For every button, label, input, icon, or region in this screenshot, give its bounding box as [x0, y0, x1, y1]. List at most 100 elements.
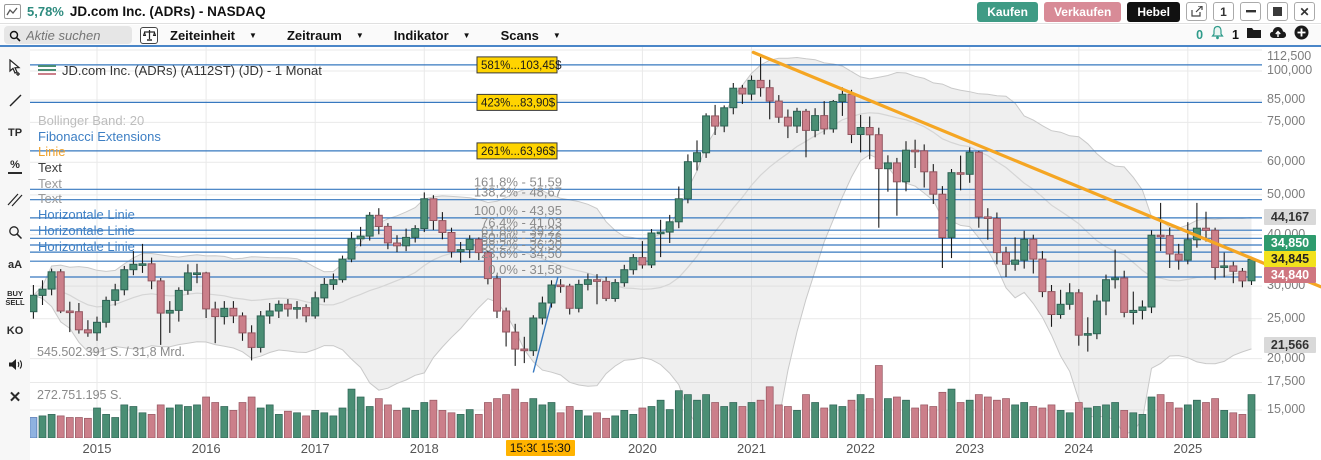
svg-text:261%...63,96$: 261%...63,96$ — [481, 146, 556, 158]
year-label: 2023 — [955, 441, 985, 456]
percent-tool[interactable]: % — [4, 156, 26, 176]
legend-item[interactable]: Bollinger Band: 20 — [38, 113, 145, 128]
menu-zeitraum[interactable]: Zeitraum ▼ — [286, 27, 364, 43]
price-axis[interactable]: 112,500 100,000 85,000 75,000 60,000 50,000 40… — [1262, 47, 1321, 438]
svg-text:423%...83,90$: 423%...83,90$ — [481, 97, 556, 109]
chart-area: 161,8% - 51,59 138,2% - 48,67 100,0% - 43,… — [30, 47, 1321, 460]
price-tick: 25,000 — [1267, 310, 1306, 325]
year-label: 2018 — [409, 441, 439, 456]
maximize-icon[interactable] — [1267, 2, 1288, 21]
candlestick-icon — [38, 65, 56, 75]
svg-text:61,8% - 39,22: 61,8% - 39,22 — [481, 223, 562, 238]
legend-item[interactable]: Horizontale Linie — [38, 207, 135, 223]
price-tag: 44,167 — [1264, 209, 1316, 226]
year-label: 2016 — [191, 441, 221, 456]
year-label: 2015 — [82, 441, 112, 456]
cloud-upload-icon[interactable] — [1269, 26, 1287, 44]
tab-count-button[interactable]: 1 — [1213, 2, 1234, 21]
trendline-tool-icon[interactable] — [4, 90, 26, 110]
svg-text:581%...103,45$: 581%...103,45$ — [481, 60, 562, 72]
price-tag: 34,850 — [1264, 235, 1316, 252]
legend-item[interactable]: Text — [38, 175, 62, 191]
compare-scale-icon[interactable] — [140, 26, 158, 44]
window-titlebar: 5,78% JD.com Inc. (ADRs) - NASDAQ Kaufen… — [0, 0, 1321, 24]
svg-text:38,2% - 36,30: 38,2% - 36,30 — [481, 237, 562, 252]
chevron-down-icon: ▼ — [249, 30, 257, 40]
chevron-down-icon: ▼ — [355, 30, 364, 40]
parallel-lines-tool-icon[interactable] — [4, 189, 26, 209]
chevron-down-icon: ▼ — [552, 30, 561, 40]
change-percent: 5,78% — [27, 4, 64, 19]
chart-legend: JD.com Inc. (ADRs) (A112ST) (JD) - 1 Mon… — [38, 62, 322, 254]
time-axis[interactable]: 2015 2016 2017 2018 2020 2021 2022 2023 2024 2025… — [30, 438, 1321, 460]
time-annotation-label: 15:30 — [505, 440, 544, 456]
svg-text:0,0% - 31,58: 0,0% - 31,58 — [488, 262, 562, 277]
legend-item[interactable]: Horizontale Linie — [38, 238, 135, 254]
year-label: 2024 — [1064, 441, 1094, 456]
price-tick: 75,000 — [1267, 114, 1306, 129]
alert-count: 0 — [1196, 28, 1204, 42]
svg-text:138,2% - 48,67: 138,2% - 48,67 — [474, 185, 562, 200]
buy-button[interactable]: Kaufen — [977, 1, 1038, 22]
close-tool-icon[interactable]: ✕ — [8, 389, 22, 406]
folder-count: 1 — [1232, 28, 1239, 42]
year-label: 2021 — [737, 441, 766, 456]
bell-icon[interactable] — [1210, 25, 1225, 45]
svg-text:76,4% - 41,03: 76,4% - 41,03 — [481, 215, 562, 230]
year-label: 2022 — [846, 441, 876, 456]
svg-text:100,0% - 43,95: 100,0% - 43,95 — [474, 203, 562, 218]
line-chart-icon[interactable] — [4, 4, 21, 19]
legend-item[interactable]: Linie — [38, 144, 66, 160]
price-tick: 112,500 — [1267, 49, 1312, 63]
svg-text:161,8% - 51,59: 161,8% - 51,59 — [474, 174, 562, 189]
zoom-tool-icon[interactable] — [4, 222, 26, 242]
leverage-button[interactable]: Hebel — [1127, 1, 1180, 22]
chart-workspace: TP % aA BUY SELL KO ✕ 161,8% - 51,59 138,2… — [0, 47, 1321, 460]
search-input[interactable] — [4, 26, 132, 44]
year-label: 2017 — [300, 441, 330, 456]
menu-zeiteinheit[interactable]: Zeiteinheit ▼ — [170, 27, 257, 43]
svg-text:23,6% - 34,50: 23,6% - 34,50 — [481, 246, 562, 261]
drawing-tools-sidebar: TP % aA BUY SELL KO ✕ — [0, 47, 30, 460]
buy-sell-tool[interactable]: BUY SELL — [5, 288, 25, 307]
search-icon — [9, 29, 21, 47]
pointer-tool-icon[interactable] — [4, 57, 26, 77]
share-icon[interactable] — [1186, 2, 1207, 21]
price-tick: 85,000 — [1267, 92, 1306, 107]
price-tag: 34,845 — [1264, 251, 1316, 268]
add-circle-icon[interactable] — [1294, 25, 1309, 45]
price-tag: 21,566 — [1264, 337, 1316, 354]
instrument-title: JD.com Inc. (ADRs) - NASDAQ — [69, 4, 266, 19]
time-annotation-label: 15:30 — [536, 440, 575, 456]
year-label: 2025 — [1173, 441, 1203, 456]
price-tag: 34,840 — [1264, 267, 1316, 284]
legend-item[interactable]: Horizontale Linie — [38, 222, 135, 238]
svg-text:50,0% - 37,76: 50,0% - 37,76 — [481, 230, 562, 245]
menu-scans[interactable]: Scans ▼ — [500, 27, 561, 43]
chevron-down-icon: ▼ — [462, 30, 471, 40]
price-tick: 20,000 — [1267, 350, 1306, 365]
legend-item[interactable]: Fibonacci Extensions — [38, 128, 161, 144]
minimize-icon[interactable] — [1240, 2, 1261, 21]
legend-item[interactable]: Text — [38, 160, 62, 176]
menu-indikator[interactable]: Indikator ▼ — [393, 27, 471, 43]
price-tick: 50,000 — [1267, 186, 1306, 201]
text-size-tool[interactable]: aA — [7, 259, 23, 271]
ko-tool[interactable]: KO — [6, 325, 24, 337]
price-tick: 15,000 — [1267, 402, 1306, 416]
folder-icon[interactable] — [1246, 26, 1262, 44]
audio-tool-icon[interactable] — [4, 354, 26, 374]
close-icon[interactable]: ✕ — [1294, 2, 1315, 21]
sell-button[interactable]: Verkaufen — [1043, 1, 1122, 22]
volume-scale-label: 545.502.391 S. / 31,8 Mrd. — [37, 345, 186, 359]
volume-scale-label: 272.751.195 S. — [37, 388, 122, 402]
price-tick: 17,500 — [1267, 374, 1306, 389]
price-tick: 60,000 — [1267, 154, 1306, 169]
year-label: 2020 — [627, 441, 657, 456]
chart-toolbar: Zeiteinheit▼ Zeitraum▼ Indikator▼ Scans▼… — [0, 25, 1321, 47]
price-tick: 100,000 — [1267, 63, 1313, 77]
legend-item[interactable]: Text — [38, 191, 62, 207]
legend-series-title[interactable]: JD.com Inc. (ADRs) (A112ST) (JD) - 1 Mon… — [38, 62, 322, 78]
tp-tool[interactable]: TP — [7, 127, 23, 139]
